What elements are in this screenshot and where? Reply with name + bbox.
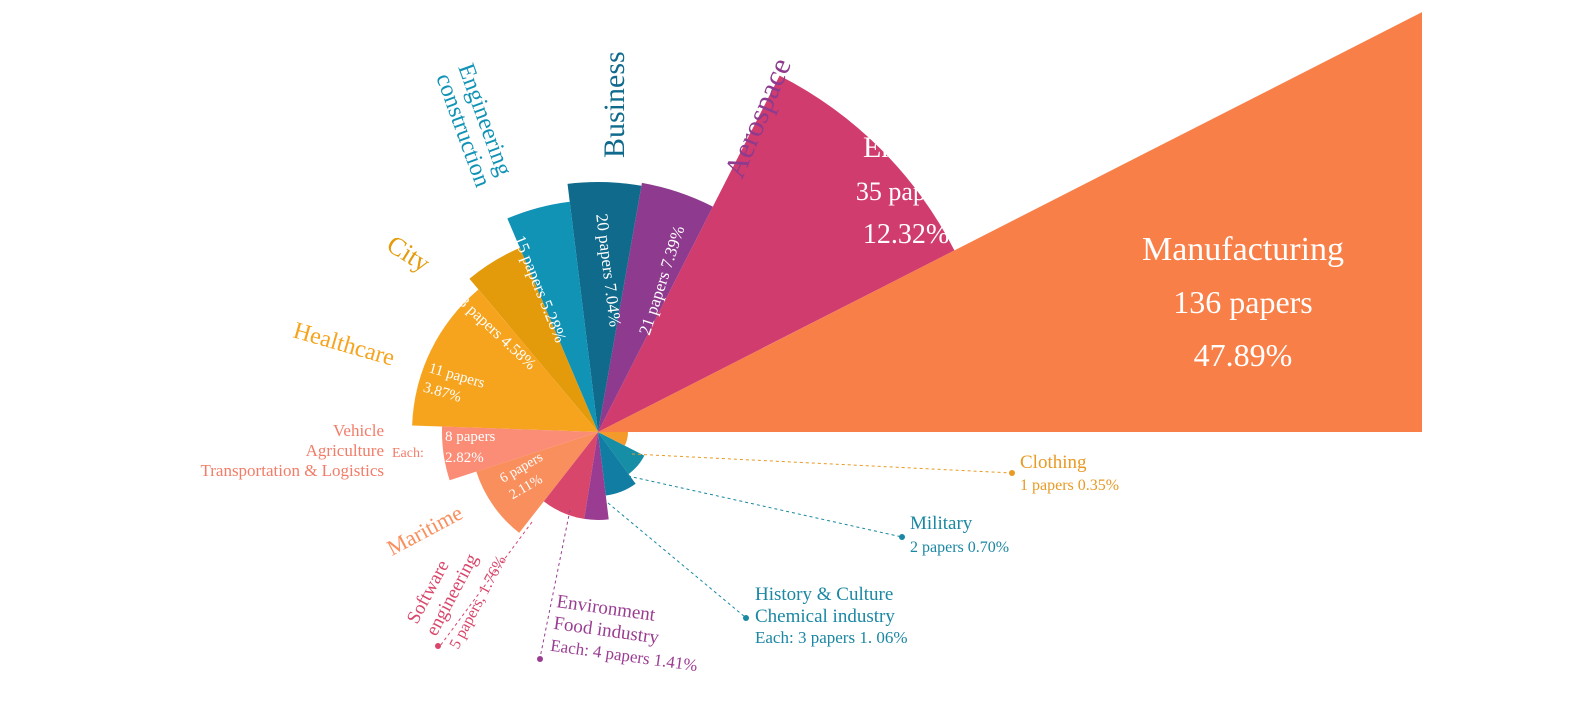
sector-aerospace [598, 182, 713, 432]
manufacturing-name: Manufacturing [1142, 231, 1344, 268]
sector-maritime [476, 432, 598, 533]
city-outer-label: City [382, 229, 435, 277]
vehicle-inner-percent: 2.82% [445, 450, 484, 466]
sector-energy [598, 75, 955, 432]
healthcare-outer-label: Healthcare [290, 318, 397, 372]
chemical-callout-name: Chemical industry [755, 606, 895, 627]
military-callout-value: 2 papers 0.70% [910, 539, 1009, 556]
leader-dot-environment [537, 656, 543, 662]
sector-vehicle [442, 426, 598, 481]
leader-line-military [627, 475, 903, 538]
sector-engineering [507, 201, 598, 432]
sector-clothing [598, 432, 628, 446]
maritime-outer-label: Maritime [383, 500, 467, 561]
leader-line-history [607, 502, 746, 618]
leader-line-environment [539, 509, 571, 659]
leader-line-clothing [631, 453, 1013, 474]
energy-name: Energy [863, 131, 949, 164]
sector-business [567, 181, 642, 432]
leader-line-software [439, 521, 533, 647]
clothing-callout-value: 1 papers 0.35% [1020, 477, 1119, 494]
leader-dot-history [743, 615, 749, 621]
manufacturing-percent: 47.89% [1194, 337, 1293, 373]
sector-software [543, 432, 598, 519]
leader-dot-clothing [1009, 470, 1015, 476]
leader-lines [435, 453, 1015, 662]
business-outer-label: Business [598, 51, 631, 158]
history-callout-name: History & Culture [755, 584, 893, 605]
energy-percent: 12.32% [863, 219, 949, 250]
transportation-outer-label: Transportation & Logistics [200, 461, 384, 480]
sector-city [469, 247, 598, 432]
sector-military [598, 432, 645, 475]
sector-healthcare [412, 289, 598, 432]
manufacturing-count: 136 papers [1173, 284, 1313, 320]
leader-dot-military [899, 534, 905, 540]
history-callout-value: Each: 3 papers 1. 06% [755, 628, 907, 647]
military-callout-name: Military [910, 513, 973, 534]
sector-environment [584, 432, 609, 520]
energy-count: 35 papers [856, 177, 956, 206]
leader-dot-software [435, 643, 441, 649]
sectors-group [412, 12, 1422, 533]
sector-manufacturing [598, 12, 1422, 432]
vehicle-each-label: Each: [392, 446, 424, 461]
vehicle-outer-label: Vehicle [333, 421, 384, 440]
sector-history [598, 432, 636, 496]
agriculture-outer-label: Agriculture [306, 441, 384, 460]
vehicle-inner-count: 8 papers [445, 429, 496, 445]
clothing-callout-name: Clothing [1020, 452, 1087, 473]
